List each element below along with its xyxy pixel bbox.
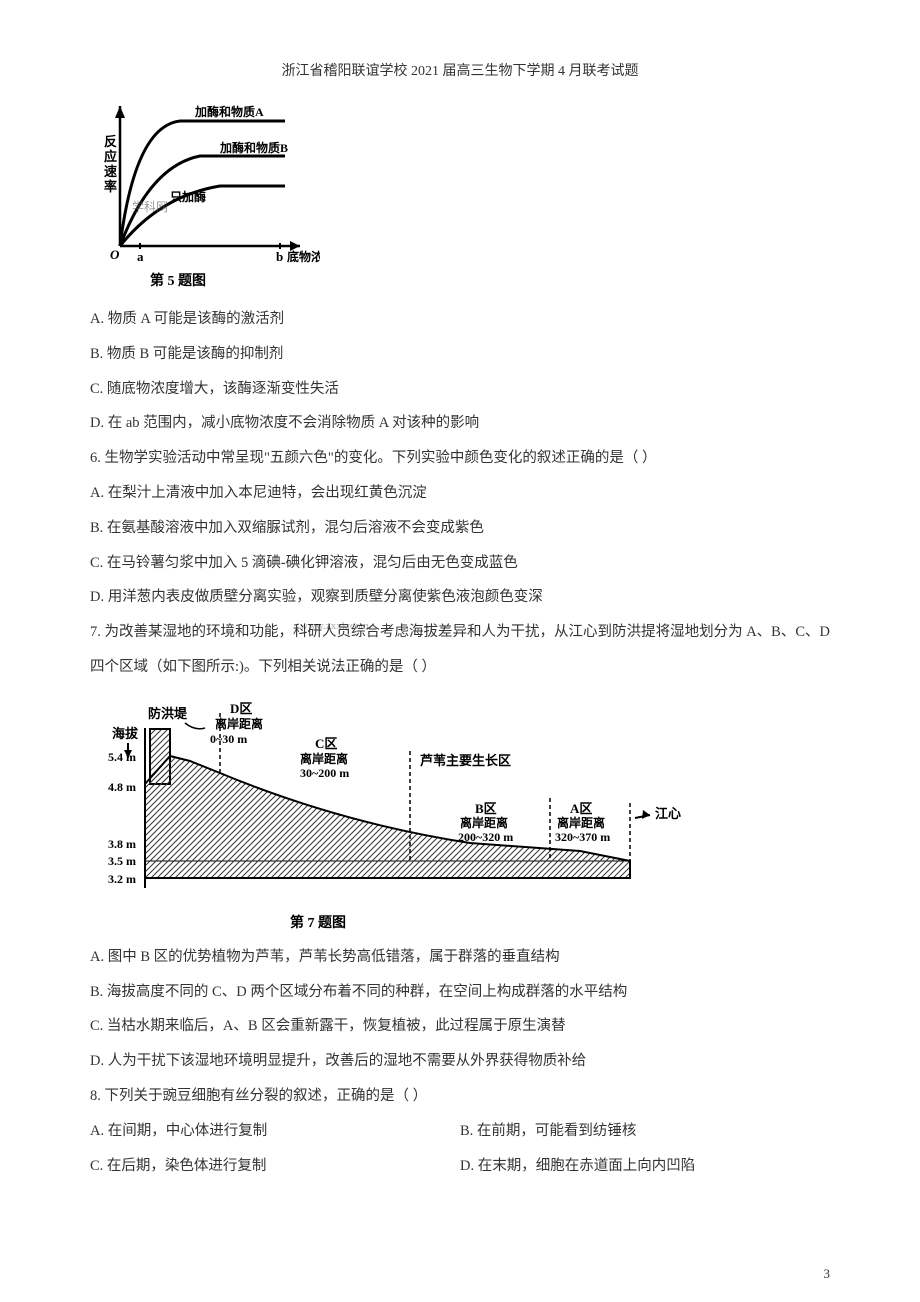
q7-opt-d: D. 人为干扰下该湿地环境明显提升，改善后的湿地不需要从外界获得物质补给 (90, 1044, 830, 1079)
q8-opt-d: D. 在末期，细胞在赤道面上向内凹陷 (460, 1149, 830, 1184)
q8-stem: 8. 下列关于豌豆细胞有丝分裂的叙述，正确的是（ ） (90, 1079, 830, 1114)
q5-opt-b: B. 物质 B 可能是该酶的抑制剂 (90, 337, 830, 372)
zone-b-range: 离岸距离 (460, 815, 508, 830)
zone-d-dist: 0~30 m (210, 732, 247, 746)
y-38: 3.8 m (108, 837, 136, 851)
q6-opt-c: C. 在马铃薯匀浆中加入 5 滴碘-碘化钾溶液，混匀后由无色变成蓝色 (90, 546, 830, 581)
q7-opt-c: C. 当枯水期来临后，A、B 区会重新露干，恢复植被，此过程属于原生演替 (90, 1009, 830, 1044)
svg-text:反: 反 (104, 134, 117, 149)
q8-options: A. 在间期，中心体进行复制 B. 在前期，可能看到纺锤核 C. 在后期，染色体… (90, 1114, 830, 1184)
tick-a: a (137, 249, 144, 264)
q8-opt-c: C. 在后期，染色体进行复制 (90, 1149, 460, 1184)
altitude-label: 海拔 (112, 726, 139, 741)
svg-text:率: 率 (104, 179, 117, 194)
reed-zone: 芦苇主要生长区 (420, 753, 511, 768)
q7-opt-a: A. 图中 B 区的优势植物为芦苇，芦苇长势高低错落，属于群落的垂直结构 (90, 940, 830, 975)
zone-c-dist: 30~200 m (300, 766, 349, 780)
y-32: 3.2 m (108, 872, 136, 886)
tick-b: b (276, 249, 283, 264)
svg-text:速: 速 (104, 164, 117, 179)
curve-a-label: 加酶和物质A (194, 104, 264, 119)
river-center: 江心 (655, 806, 681, 821)
figure-7: 海拔 5.4 m 4.8 m 3.8 m 3.5 m 3.2 m 防洪堤 D区 … (90, 693, 830, 932)
q5-opt-c: C. 随底物浓度增大，该酶逐渐变性失活 (90, 372, 830, 407)
q7-stem: 7. 为改善某湿地的环境和功能，科研人员综合考虑海拔差异和人为干扰，从江心到防洪… (90, 615, 830, 685)
q6-opt-b: B. 在氨基酸溶液中加入双缩脲试剂，混匀后溶液不会变成紫色 (90, 511, 830, 546)
curve-c-label: 只加酶 (170, 189, 206, 204)
y-54: 5.4 m (108, 750, 136, 764)
q8-opt-a: A. 在间期，中心体进行复制 (90, 1114, 460, 1149)
zone-a-dist: 320~370 m (555, 830, 610, 844)
q6-opt-d: D. 用洋葱内表皮做质壁分离实验，观察到质壁分离使紫色液泡颜色变深 (90, 580, 830, 615)
y-35: 3.5 m (108, 854, 136, 868)
zone-a-name: A区 (570, 801, 592, 816)
page-header: 浙江省稽阳联谊学校 2021 届高三生物下学期 4 月联考试题 (90, 60, 830, 80)
zone-b-name: B区 (475, 801, 497, 816)
zone-c-name: C区 (315, 736, 337, 751)
figure-5: 反 应 速 率 加酶和物质A 加酶和物质B 只加酶 a b O 底物浓度 学科网… (90, 96, 830, 290)
page-number: 3 (824, 1266, 831, 1282)
figure-7-svg: 海拔 5.4 m 4.8 m 3.8 m 3.5 m 3.2 m 防洪堤 D区 … (90, 693, 710, 908)
origin: O (110, 247, 120, 262)
q8-opt-b: B. 在前期，可能看到纺锤核 (460, 1114, 830, 1149)
zone-b-dist: 200~320 m (458, 830, 513, 844)
x-axis-label: 底物浓度 (287, 249, 320, 264)
q6-stem: 6. 生物学实验活动中常呈现"五颜六色"的变化。下列实验中颜色变化的叙述正确的是… (90, 441, 830, 476)
figure-7-caption: 第 7 题图 (290, 912, 830, 932)
y-48: 4.8 m (108, 780, 136, 794)
levee-label: 防洪堤 (148, 706, 188, 721)
zone-d-name: D区 (230, 701, 252, 716)
q5-opt-a: A. 物质 A 可能是该酶的激活剂 (90, 302, 830, 337)
q5-opt-d: D. 在 ab 范围内，减小底物浓度不会消除物质 A 对该种的影响 (90, 406, 830, 441)
zone-c-range: 离岸距离 (300, 751, 348, 766)
q7-opt-b: B. 海拔高度不同的 C、D 两个区域分布着不同的种群，在空间上构成群落的水平结… (90, 975, 830, 1010)
figure-5-caption: 第 5 题图 (150, 270, 830, 290)
zone-a-range: 离岸距离 (557, 815, 605, 830)
watermark-1: www.zxxk.com (300, 620, 369, 632)
svg-text:应: 应 (104, 149, 117, 164)
q6-opt-a: A. 在梨汁上清液中加入本尼迪特，会出现红黄色沉淀 (90, 476, 830, 511)
figure-5-svg: 反 应 速 率 加酶和物质A 加酶和物质B 只加酶 a b O 底物浓度 学科网 (90, 96, 320, 266)
zone-d-range: 离岸距离 (215, 716, 263, 731)
curve-b-label: 加酶和物质B (219, 140, 288, 155)
figure5-watermark: 学科网 (132, 199, 168, 214)
